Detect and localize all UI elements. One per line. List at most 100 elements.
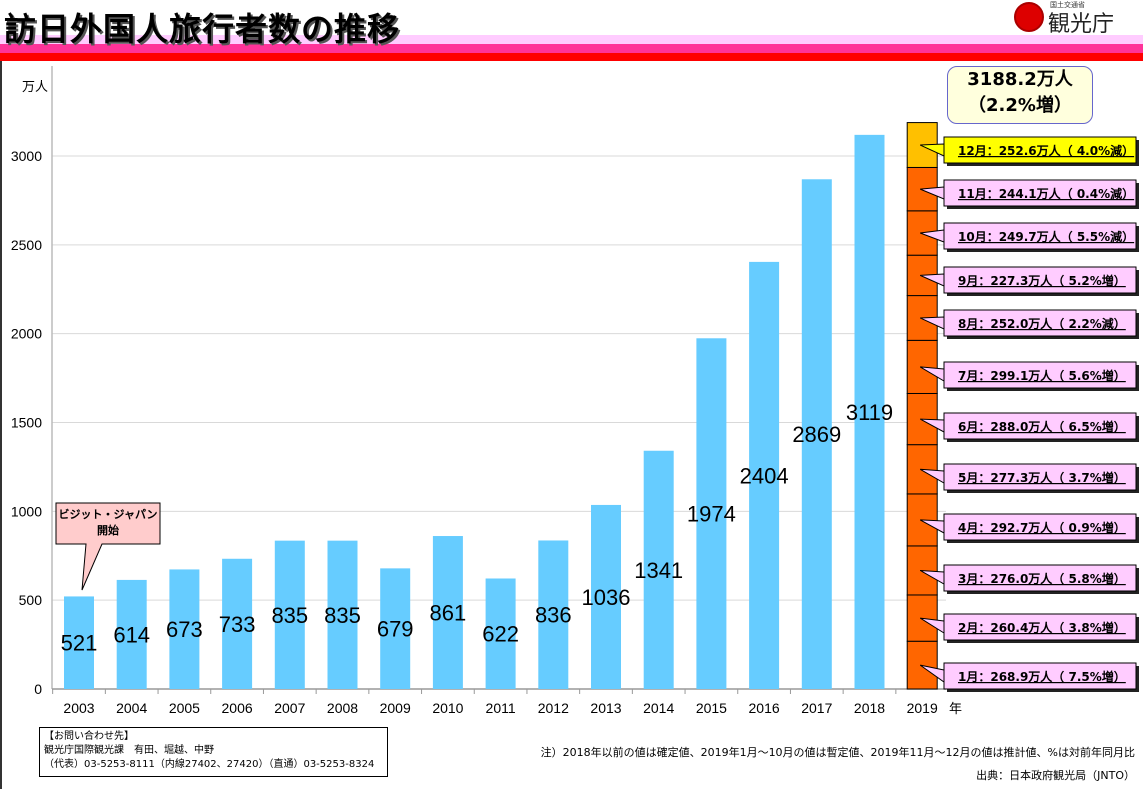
callout-box-month	[943, 179, 1137, 207]
bar-2007	[274, 540, 305, 689]
bar-value-label: 835	[271, 603, 308, 628]
x-tick-label: 2004	[116, 700, 147, 716]
x-tick-label: 2018	[854, 700, 885, 716]
callout-box-month	[943, 513, 1137, 541]
x-tick-label: 2010	[432, 700, 463, 716]
agency-logo: 国土交通省 観光庁	[1010, 0, 1143, 37]
bar-2018	[854, 134, 885, 689]
x-tick-label: 2016	[749, 700, 780, 716]
bar-value-label: 836	[535, 603, 572, 628]
x-tick-label: 2007	[274, 700, 305, 716]
header-stripe-magenta	[0, 44, 1143, 53]
page-title: 訪日外国人旅行者数の推移	[4, 10, 401, 48]
x-tick-label: 2006	[222, 700, 253, 716]
y-tick-label: 0	[34, 681, 42, 697]
callout-box-month	[943, 266, 1137, 294]
header-stripe-pink	[0, 35, 1143, 44]
callout-box-month	[943, 309, 1137, 337]
bar-2011	[485, 578, 516, 689]
y-tick-label: 1000	[11, 503, 42, 519]
callout-label-month: 2月：260.4万人（ 3.8%増）	[958, 620, 1126, 635]
bar-2004	[116, 579, 147, 689]
bar-value-label: 622	[482, 622, 519, 647]
callout-box-month	[943, 412, 1137, 440]
callout-box-month	[943, 613, 1137, 641]
bar-2012	[538, 540, 569, 689]
y-tick-label: 500	[19, 592, 43, 608]
callout-label-month: 3月：276.0万人（ 5.8%増）	[958, 571, 1126, 586]
x-tick-label: 2009	[380, 700, 411, 716]
contact-box: 【お問い合わせ先】 観光庁国際観光課 有田、堀越、中野 （代表）03-5253-…	[39, 727, 388, 777]
logo-big-text: 観光庁	[1048, 12, 1115, 37]
bar-2008	[327, 540, 358, 689]
source-note: 出典：日本政府観光局（JNTO）	[976, 769, 1135, 782]
callout-box-month	[943, 463, 1137, 491]
callout-label-month: 9月：227.3万人（ 5.2%増）	[958, 273, 1126, 288]
bar-2017	[801, 179, 832, 689]
visit-japan-label: ビジット・ジャパン	[59, 507, 158, 521]
x-tick-label: 2012	[538, 700, 569, 716]
logo-small-text: 国土交通省	[1050, 1, 1085, 9]
total-2019-box: 3188.2万人 （2.2%増）	[947, 66, 1093, 124]
bar-2015	[696, 338, 727, 689]
callout-label-month: 11月：244.1万人（ 0.4%減）	[958, 186, 1134, 201]
callout-label-month: 8月：252.0万人（ 2.2%減）	[958, 316, 1126, 331]
bar-value-label: 1341	[634, 558, 683, 583]
y-tick-label: 2000	[11, 326, 42, 342]
visit-japan-callout	[55, 502, 161, 591]
bar-value-label: 861	[430, 601, 467, 626]
bar-value-label: 2869	[792, 422, 841, 447]
x-tick-label: 2019	[907, 700, 938, 716]
bar-2003	[64, 596, 94, 689]
total-change: （2.2%増）	[968, 95, 1072, 116]
callout-label-month: 10月：249.7万人（ 5.5%減）	[958, 229, 1134, 244]
bar-value-label: 2404	[740, 463, 789, 488]
page-border	[0, 61, 2, 789]
x-unit-label: 年	[949, 702, 962, 717]
visit-japan-label: 開始	[97, 523, 119, 537]
callout-box-month	[943, 361, 1137, 389]
callout-label-month: 7月：299.1万人（ 5.6%増）	[958, 368, 1126, 383]
bar-2013	[591, 504, 621, 689]
callout-box-month	[943, 662, 1137, 690]
callout-label-month: 4月：292.7万人（ 0.9%増）	[958, 520, 1126, 535]
bar-value-label: 733	[219, 612, 256, 637]
bar-2005	[169, 569, 200, 689]
y-tick-label: 1500	[11, 415, 42, 431]
x-tick-label: 2005	[169, 700, 200, 716]
x-tick-label: 2013	[590, 700, 621, 716]
bar-value-label: 1974	[687, 502, 736, 527]
callout-box-month	[943, 136, 1137, 164]
contact-department: 観光庁国際観光課 有田、堀越、中野	[44, 745, 214, 756]
bar-value-label: 521	[61, 631, 98, 656]
bar-value-label: 679	[377, 617, 414, 642]
bar-2014	[643, 450, 674, 689]
y-tick-label: 2500	[11, 237, 42, 253]
footnote: 注）2018年以前の値は確定値、2019年1月～10月の値は暫定値、2019年1…	[540, 746, 1135, 759]
bar-2006	[222, 558, 253, 689]
contact-heading: 【お問い合わせ先】	[44, 731, 134, 742]
callout-label-month: 5月：277.3万人（ 3.7%増）	[958, 470, 1126, 485]
x-tick-label: 2015	[696, 700, 727, 716]
x-tick-label: 2014	[643, 700, 674, 716]
callout-box-month	[943, 222, 1137, 250]
x-tick-label: 2017	[801, 700, 832, 716]
bar-value-label: 673	[166, 617, 203, 642]
bar-value-label: 3119	[846, 400, 893, 425]
bar-value-label: 1036	[582, 585, 631, 610]
y-axis-unit: 万人	[22, 80, 49, 95]
callout-label-month: 1月：268.9万人（ 7.5%増）	[958, 669, 1126, 684]
callout-label-month: 6月：288.0万人（ 6.5%増）	[958, 419, 1126, 434]
x-tick-label: 2011	[486, 700, 516, 716]
callout-label-month: 12月：252.6万人（ 4.0%減）	[958, 143, 1134, 158]
contact-phone: （代表）03-5253-8111（内線27402、27420）（直通）03-52…	[44, 759, 375, 770]
x-tick-label: 2003	[63, 700, 94, 716]
bar-value-label: 835	[324, 603, 361, 628]
bar-value-label: 614	[113, 622, 150, 647]
logo-circle-icon	[1014, 2, 1044, 32]
bar-2016	[749, 261, 780, 689]
bar-2010	[432, 536, 463, 689]
header-stripe-red	[0, 53, 1143, 61]
y-tick-label: 3000	[11, 148, 42, 164]
